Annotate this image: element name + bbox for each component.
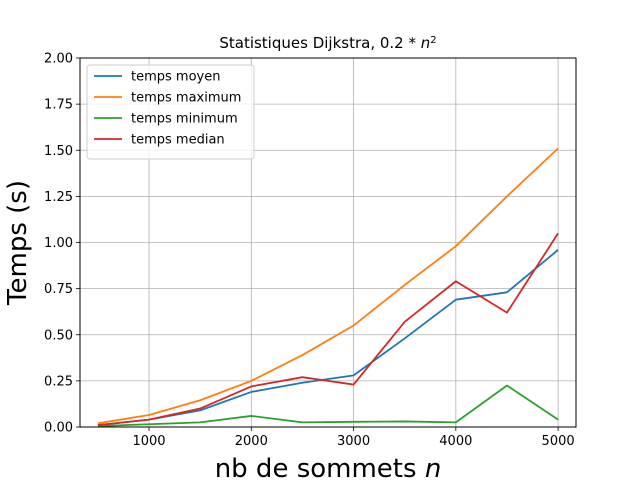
x-tick-label: 3000 <box>337 434 370 449</box>
legend-label: temps moyen <box>131 70 220 85</box>
y-tick-label: 1.00 <box>44 236 73 251</box>
series-line-temps-minimum <box>97 384 559 427</box>
chart-title-sup: 2 <box>430 35 436 46</box>
chart-title: Statistiques Dijkstra, 0.2 * n2 <box>219 34 436 52</box>
x-tick-label: 4000 <box>439 434 472 449</box>
legend-label: temps maximum <box>131 91 241 106</box>
chart-title-var: n <box>421 34 431 52</box>
y-tick-label: 0.50 <box>44 328 73 343</box>
y-tick-label: 1.75 <box>44 98 73 113</box>
y-tick-label: 0.00 <box>44 421 73 436</box>
x-axis-label-var: n <box>425 454 441 480</box>
series-line-temps-median <box>97 232 559 427</box>
series-line-temps-maximum <box>97 147 559 425</box>
legend-label: temps minimum <box>131 112 238 127</box>
axis-ticks: 1000 2000 3000 4000 5000 0.00 0.25 0.50 0.75 1.00… <box>44 52 575 450</box>
y-axis-label: Temps (s) <box>3 180 33 306</box>
y-tick-label: 1.25 <box>44 190 73 205</box>
x-tick-label: 5000 <box>542 434 575 449</box>
chart-title-prefix: Statistiques Dijkstra, 0.2 * <box>219 34 420 52</box>
legend-label: temps median <box>131 133 225 148</box>
x-tick-label: 2000 <box>235 434 268 449</box>
x-tick-label: 1000 <box>132 434 165 449</box>
x-axis-label-text: nb de sommets <box>215 454 417 480</box>
x-axis-label: nb de sommets n <box>215 454 442 480</box>
series-lines <box>97 147 559 427</box>
legend-box <box>86 64 255 160</box>
legend: temps moyen temps maximum temps minimum tem… <box>86 64 255 160</box>
y-tick-label: 1.50 <box>44 144 73 159</box>
y-tick-label: 0.25 <box>44 374 73 389</box>
y-tick-label: 2.00 <box>44 52 73 67</box>
y-tick-label: 0.75 <box>44 282 73 297</box>
